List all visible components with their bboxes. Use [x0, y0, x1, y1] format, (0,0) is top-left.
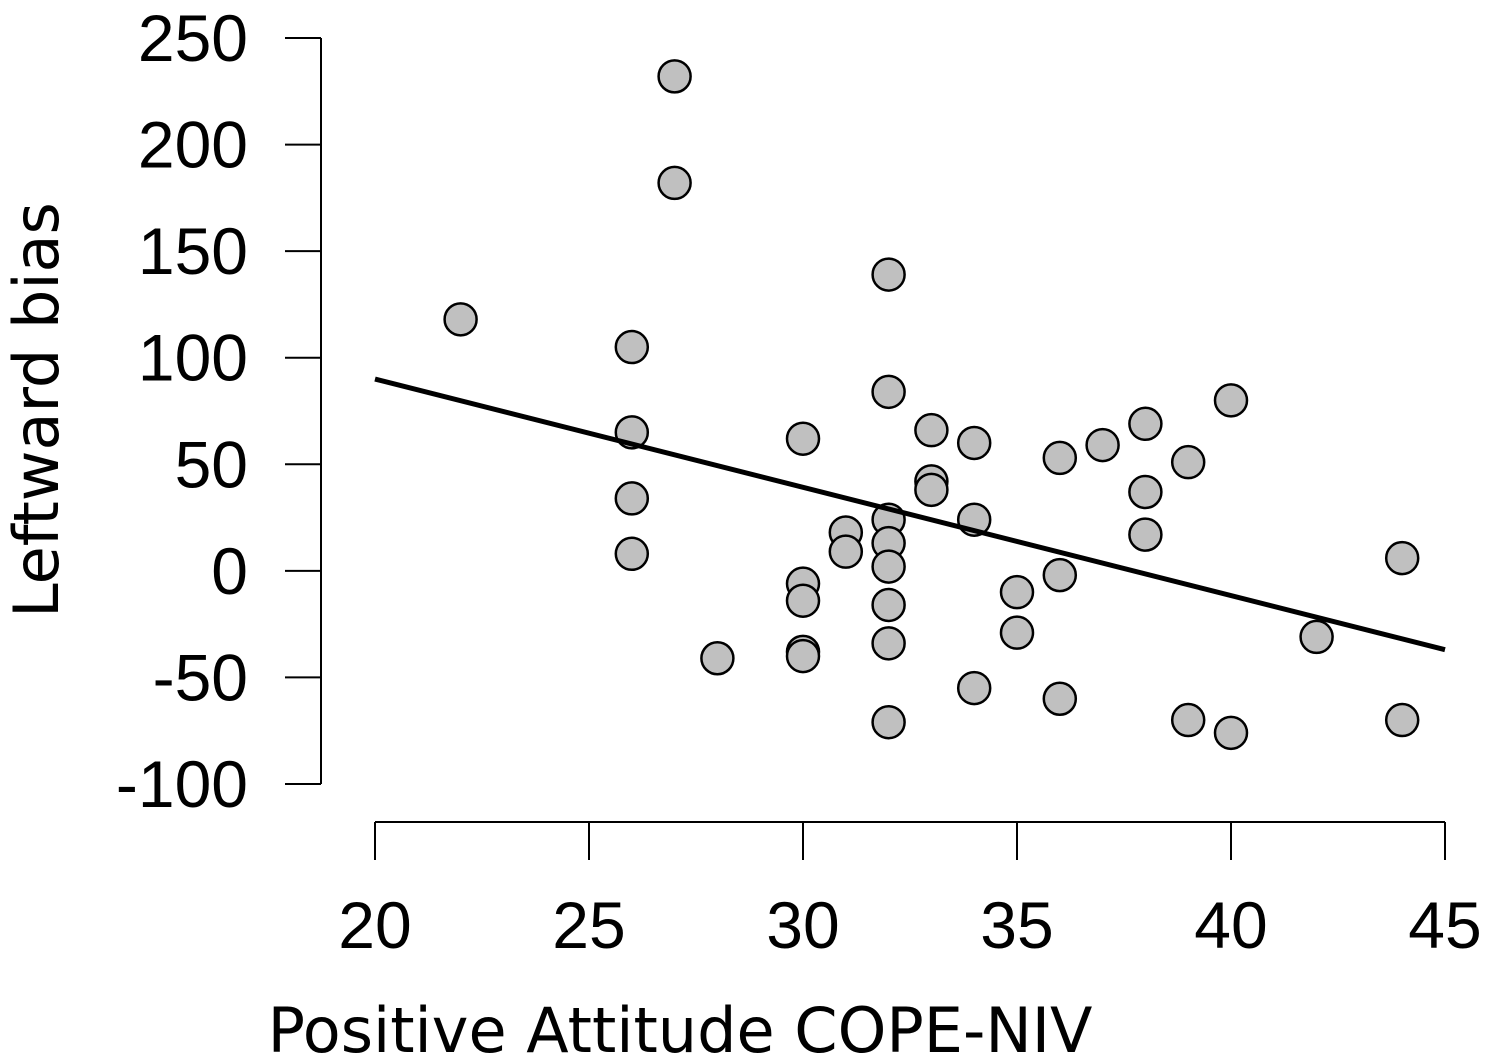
data-point	[1042, 557, 1078, 593]
data-point	[999, 615, 1035, 650]
data-point	[956, 670, 992, 706]
data-point	[614, 536, 650, 572]
data-point	[871, 626, 906, 661]
y-tick-label: 150	[138, 214, 248, 288]
data-point	[871, 374, 906, 410]
data-point	[1128, 406, 1163, 442]
x-tick-label: 40	[1194, 888, 1267, 962]
data-point	[443, 302, 478, 337]
data-point	[657, 59, 692, 94]
x-axis: 20 25 30 35 40 45	[338, 821, 1482, 962]
data-point	[914, 472, 949, 508]
plot-area	[374, 59, 1446, 751]
y-axis-title: Leftward bias	[0, 202, 73, 618]
data-point	[785, 638, 821, 674]
data-point	[914, 412, 949, 448]
y-tick-label: -100	[116, 747, 248, 821]
data-point	[1384, 540, 1420, 576]
data-point	[1299, 619, 1334, 655]
data-point	[871, 549, 906, 584]
data-point	[1128, 517, 1163, 552]
data-point	[1170, 702, 1206, 738]
data-point	[1128, 474, 1163, 510]
data-point	[999, 574, 1035, 610]
x-tick-label: 25	[552, 888, 625, 962]
x-axis-title: Positive Attitude COPE-NIV	[268, 994, 1093, 1059]
x-tick-label: 20	[338, 888, 411, 962]
y-axis: -100 -50 0 50 100 150 200 250	[116, 1, 322, 821]
data-point	[614, 329, 650, 365]
data-point	[871, 257, 906, 292]
x-tick-label: 45	[1408, 888, 1481, 962]
y-tick-label: 250	[138, 1, 248, 75]
data-point	[657, 165, 692, 201]
data-point	[871, 704, 906, 740]
data-point	[956, 425, 992, 461]
data-point	[1170, 444, 1206, 480]
regression-line	[374, 376, 1446, 653]
data-point	[785, 421, 821, 456]
data-point	[1384, 702, 1420, 738]
data-point	[700, 640, 735, 676]
x-tick-label: 30	[766, 888, 839, 962]
data-point	[785, 583, 821, 618]
data-point	[871, 587, 906, 623]
data-point	[1213, 715, 1249, 751]
y-tick-label: 100	[138, 321, 248, 395]
y-tick-label: -50	[153, 640, 248, 714]
data-point	[614, 481, 650, 516]
y-tick-label: 50	[175, 427, 248, 501]
data-point	[1042, 440, 1078, 476]
data-point	[1042, 681, 1078, 716]
data-point	[1213, 383, 1249, 418]
x-tick-label: 35	[980, 888, 1053, 962]
data-point	[1085, 427, 1120, 463]
data-point	[828, 534, 864, 569]
y-tick-label: 200	[138, 108, 248, 182]
y-tick-label: 0	[211, 534, 248, 608]
